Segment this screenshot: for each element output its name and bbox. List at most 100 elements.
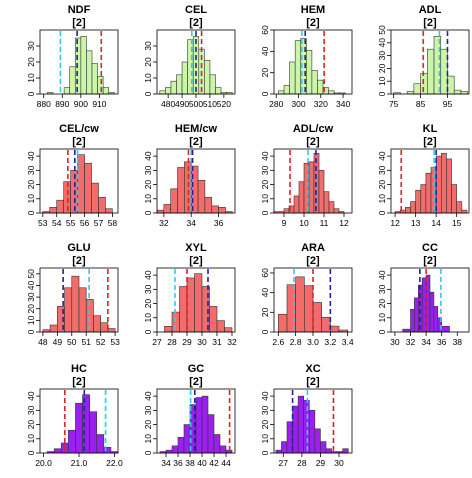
histogram-bar: [314, 428, 321, 454]
histogram-bar: [183, 424, 191, 454]
histogram-bar: [163, 204, 171, 214]
x-tick-label: 36: [214, 218, 224, 228]
histogram-bar: [74, 37, 82, 95]
x-tick-label: 2.8: [290, 337, 302, 347]
x-tick-label: 910: [92, 99, 106, 109]
panel-subtitle: [2]: [72, 255, 86, 267]
y-tick-label: 20: [26, 420, 36, 430]
panel-hem-cw: HEM/cw[2] 0 10 20 30 40 32 34 36: [143, 123, 236, 228]
histogram-bar: [461, 209, 468, 214]
panel-kl: KL[2] 0 10 20 30 40 12 13 14 15: [377, 123, 470, 228]
x-tick-label: 15: [452, 218, 462, 228]
panel-title: HC: [71, 363, 87, 375]
x-tick-label: 40: [197, 458, 207, 468]
histogram-bar: [96, 434, 105, 454]
histogram-bar: [304, 285, 314, 333]
x-tick-label: 28: [297, 458, 307, 468]
histogram-bar: [209, 74, 216, 95]
x-tick-label: 31: [212, 337, 222, 347]
y-tick-label: 30: [377, 284, 387, 294]
histogram-bar: [53, 448, 62, 454]
histogram-bar: [93, 315, 101, 333]
y-tick-label: 40: [260, 46, 270, 56]
y-tick-label: 20: [143, 180, 153, 190]
x-tick-label: 58: [108, 218, 118, 228]
x-tick-label: 32: [159, 218, 169, 228]
y-tick-label: 0: [377, 91, 387, 96]
y-tick-label: 60: [260, 25, 270, 35]
histogram-bar: [295, 276, 305, 333]
x-tick-label: 29: [182, 337, 192, 347]
panel-subtitle: [2]: [72, 376, 86, 388]
y-tick-label: 40: [377, 270, 387, 280]
histogram-bar: [170, 80, 177, 95]
histogram-bar: [317, 79, 324, 95]
panel-title: KL: [423, 123, 438, 135]
y-tick-label: 30: [143, 284, 153, 294]
x-tick-label: 21.0: [71, 458, 88, 468]
y-tick-label: 0: [260, 329, 270, 334]
y-tick-label: 50: [26, 269, 36, 279]
y-tick-label: 10: [26, 434, 36, 444]
histogram-bar: [286, 284, 296, 333]
y-tick-label: 20: [260, 68, 270, 78]
y-tick-label: 0: [26, 210, 36, 215]
y-tick-label: 10: [26, 315, 36, 325]
histogram-bar: [77, 154, 85, 214]
histogram-bar: [325, 448, 332, 454]
histogram-bar: [402, 328, 411, 333]
y-tick-label: 20: [260, 307, 270, 317]
x-tick-label: 28: [167, 337, 177, 347]
plot-frame: [39, 148, 119, 214]
histogram-bar: [303, 400, 310, 454]
y-tick-label: 0: [143, 91, 153, 96]
histogram-bar: [209, 306, 218, 333]
y-tick-label: 40: [260, 151, 270, 161]
y-tick-label: 50: [377, 25, 387, 35]
histogram-bar: [224, 327, 233, 333]
histogram-bar: [306, 49, 313, 95]
histogram-bar: [440, 48, 448, 95]
histogram-bar: [308, 410, 316, 454]
x-tick-label: 53: [38, 218, 48, 228]
x-tick-label: 22.0: [106, 458, 123, 468]
plot-frame: [156, 388, 236, 454]
panel-adl-cw: ADL/cw[2] 0 10 20 30 40 9 10 11 12: [260, 123, 353, 228]
x-tick-label: 36: [437, 337, 447, 347]
x-tick-label: 75: [389, 99, 399, 109]
x-tick-label: 51: [81, 337, 91, 347]
histogram-bar: [204, 60, 211, 95]
x-tick-label: 30: [197, 337, 207, 347]
histogram-bar: [323, 191, 330, 214]
panel-subtitle: [2]: [306, 376, 320, 388]
histogram-bar: [328, 90, 335, 95]
x-tick-label: 3.0: [307, 337, 319, 347]
y-tick-label: 0: [26, 450, 36, 455]
panel-title: ADL: [419, 4, 442, 16]
panel-title: HEM: [301, 4, 325, 16]
panel-subtitle: [2]: [189, 136, 203, 148]
y-tick-label: 40: [260, 391, 270, 401]
x-tick-label: 2.6: [272, 337, 284, 347]
histogram-bar: [429, 291, 435, 333]
y-tick-label: 20: [26, 57, 36, 67]
histogram-bar: [283, 208, 290, 214]
x-tick-label: 34: [421, 337, 431, 347]
y-tick-label: 40: [26, 280, 36, 290]
x-tick-label: 500: [189, 99, 203, 109]
x-tick-label: 900: [74, 99, 88, 109]
x-tick-label: 880: [37, 99, 51, 109]
histogram-bar: [328, 201, 335, 214]
x-tick-label: 95: [443, 99, 453, 109]
histogram-bar: [278, 313, 288, 333]
x-tick-label: 30: [334, 458, 344, 468]
histogram-bar: [197, 179, 206, 214]
histogram-bar: [156, 209, 165, 214]
histogram-bar: [63, 87, 71, 95]
histogram-bar: [91, 182, 99, 214]
panel-cc: CC[2] 0 10 20 30 40 30 32 34 36 38: [377, 242, 470, 347]
histogram-bar: [49, 324, 58, 333]
panel-subtitle: [2]: [423, 17, 437, 29]
y-tick-label: 0: [26, 329, 36, 334]
histogram-bar: [201, 395, 209, 454]
